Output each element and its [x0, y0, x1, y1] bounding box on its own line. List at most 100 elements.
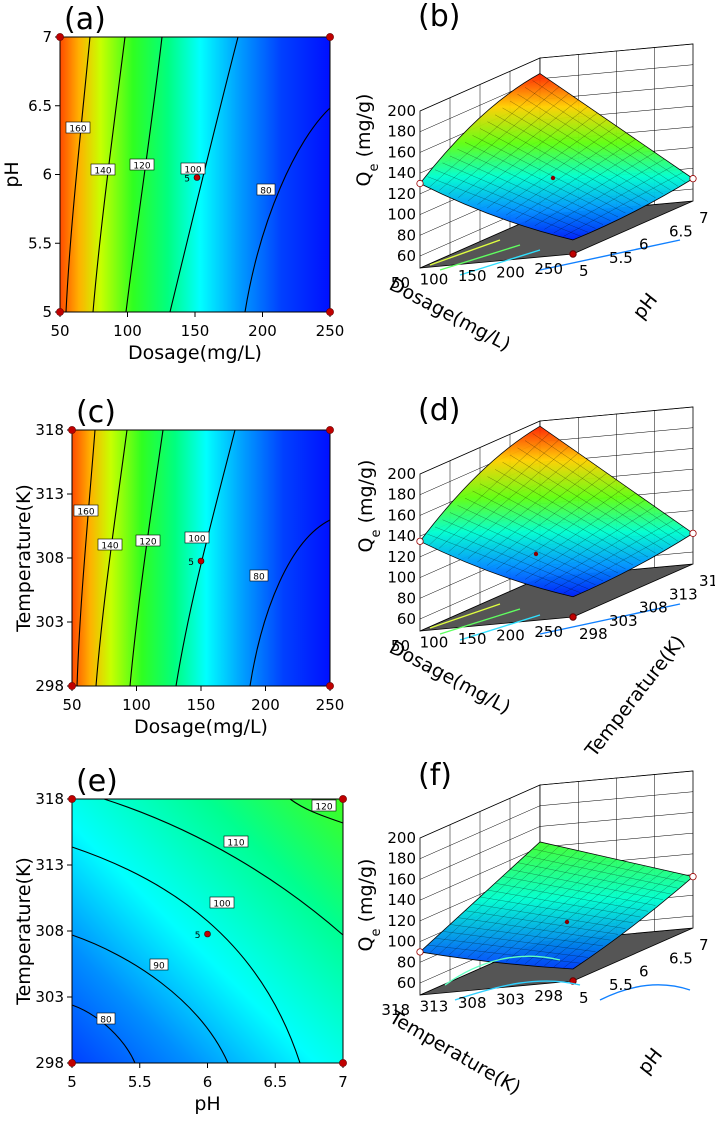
contour-label: 100 — [184, 166, 201, 176]
design-point — [416, 948, 424, 956]
surface-mesh — [534, 867, 655, 965]
y-tick-label: 7 — [699, 209, 709, 227]
surface-mesh — [494, 469, 649, 558]
contour-line-90 — [71, 934, 229, 1064]
contour-label: 160 — [77, 508, 94, 518]
design-point — [326, 682, 334, 690]
center-point-label: 5 — [195, 931, 201, 941]
center-point — [197, 557, 205, 565]
contour-label-box — [90, 163, 116, 176]
z-tick-label: 120 — [387, 912, 416, 930]
y-tick-label: 298 — [35, 1054, 64, 1072]
surface-mesh — [563, 874, 684, 969]
surface-mesh — [532, 848, 686, 883]
contour-line-120 — [289, 798, 344, 824]
contour-label-box — [184, 531, 210, 544]
floor-contour-line — [599, 984, 691, 1001]
y-tick-label: 7 — [699, 936, 709, 954]
y-tick-label: 313 — [35, 485, 64, 503]
floor-contour-line — [539, 239, 681, 271]
z-tick-label: 180 — [387, 850, 416, 868]
x-tick-label: 318 — [381, 1001, 410, 1019]
x-tick-label: 6.5 — [263, 1073, 287, 1091]
surface-mesh — [509, 454, 664, 550]
surface-mesh — [525, 865, 646, 964]
design-point — [68, 682, 76, 690]
panel-letter: (b) — [418, 0, 460, 34]
design-point — [569, 250, 577, 258]
contour-label: 120 — [139, 538, 156, 548]
y-axis-title: pH — [628, 289, 662, 323]
z-tick-label: 200 — [387, 102, 416, 120]
x-tick-label: 50 — [391, 637, 410, 655]
y-tick-label: 303 — [609, 612, 638, 630]
contour-label: 80 — [260, 187, 272, 197]
center-point — [564, 919, 570, 925]
y-tick-label: 6 — [639, 236, 649, 254]
z-tick-label: 60 — [397, 974, 416, 992]
z-axis-title: Qe (mg/g) — [353, 94, 382, 187]
y-tick-label: 308 — [35, 549, 64, 567]
x-tick-label: 7 — [338, 1073, 348, 1091]
contour-label-box — [249, 569, 269, 582]
contour-line-160 — [65, 36, 91, 313]
contour-label: 80 — [100, 1016, 112, 1026]
x-tick-label: 100 — [420, 634, 449, 652]
x-tick-label: 250 — [534, 623, 563, 641]
z-tick-label: 120 — [387, 185, 416, 203]
surface-plot-(d): Qe (mg/g) — [355, 406, 697, 641]
z-tick-label: 160 — [387, 870, 416, 888]
contour-label: 100 — [213, 900, 230, 910]
contour-line-120 — [129, 429, 164, 687]
y-axis-title: pH — [633, 1044, 667, 1078]
response-surface — [419, 425, 694, 598]
y-tick-label: 308 — [35, 922, 64, 940]
center-point — [204, 930, 211, 938]
surface-mesh — [534, 506, 655, 584]
contour-line-80 — [249, 519, 331, 687]
surface-mesh — [517, 94, 671, 191]
floor-contour-line — [459, 249, 541, 276]
floor-contour-line — [439, 244, 521, 271]
surface-mesh — [553, 165, 674, 234]
surface-mesh — [494, 114, 649, 202]
panel-letter: (f) — [418, 758, 452, 793]
z-tick-label: 180 — [387, 123, 416, 141]
y-axis-title: pH — [1, 161, 23, 187]
x-tick-label: 100 — [420, 271, 449, 289]
surface-mesh — [509, 100, 664, 195]
surface-mesh — [525, 499, 646, 580]
contour-label-box — [223, 835, 249, 848]
x-tick-label: 150 — [458, 267, 487, 285]
contour-line-140 — [95, 429, 128, 687]
z-tick-label: 80 — [397, 226, 416, 244]
contour-label: 110 — [227, 839, 244, 849]
x-axis-title: Dosage(mg/L) — [134, 716, 268, 738]
contour-label: 120 — [315, 803, 332, 813]
y-tick-label: 5 — [579, 989, 589, 1007]
z-tick-label: 100 — [387, 933, 416, 951]
design-point — [416, 179, 424, 188]
design-point — [56, 308, 64, 316]
surface-mesh — [544, 870, 665, 966]
contour-label-box — [129, 158, 155, 171]
surface-mesh — [494, 883, 649, 912]
surface-mesh — [496, 479, 617, 570]
z-tick-label: 200 — [387, 465, 416, 483]
z-tick-label: 140 — [387, 527, 416, 545]
contour-label: 90 — [153, 962, 165, 972]
x-tick-label: 5.5 — [128, 1073, 152, 1091]
surface-mesh — [496, 859, 617, 961]
surface-mesh — [496, 125, 617, 212]
x-tick-label: 298 — [534, 987, 563, 1005]
x-tick-label: 150 — [187, 696, 216, 714]
surface-mesh — [517, 862, 671, 895]
x-tick-label: 50 — [62, 696, 81, 714]
x-tick-label: 250 — [316, 696, 345, 714]
surface-mesh — [515, 863, 636, 963]
surface-mesh — [502, 876, 656, 906]
x-axis-title: Dosage(mg/L) — [386, 274, 515, 356]
floor-contour-line — [539, 603, 681, 635]
contour-line-110 — [103, 798, 344, 936]
design-point — [326, 308, 334, 316]
